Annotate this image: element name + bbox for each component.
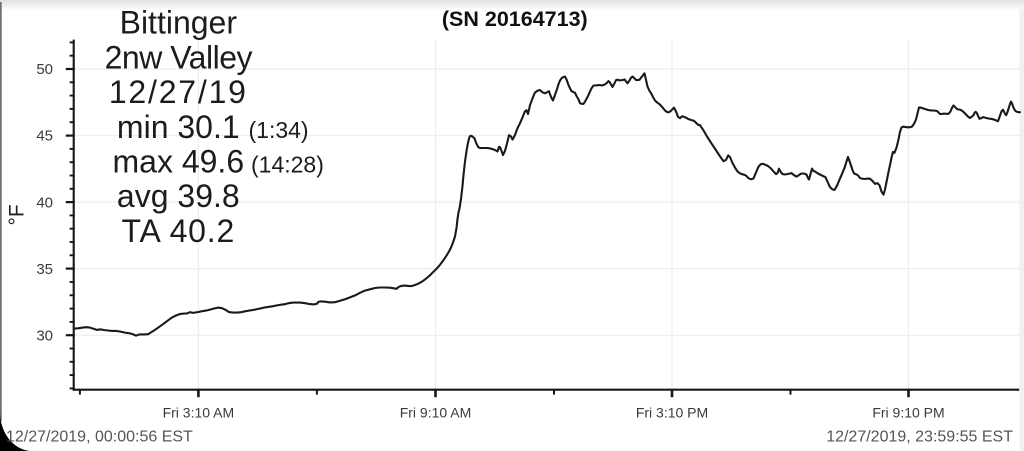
svg-text:12/27/2019, 23:59:55 EST: 12/27/2019, 23:59:55 EST [826, 428, 1013, 445]
svg-text:Fri 3:10 PM: Fri 3:10 PM [636, 405, 708, 421]
svg-text:min 30.1: min 30.1 [117, 109, 240, 145]
svg-text:30: 30 [36, 328, 53, 345]
svg-text:Bittinger: Bittinger [120, 5, 238, 41]
svg-text:45: 45 [36, 128, 53, 145]
svg-text:Fri 9:10 AM: Fri 9:10 AM [400, 405, 472, 421]
svg-text:50: 50 [36, 61, 53, 78]
svg-text:Fri 3:10 AM: Fri 3:10 AM [163, 405, 235, 421]
svg-text:Fri 9:10 PM: Fri 9:10 PM [872, 405, 944, 421]
svg-text:35: 35 [36, 261, 53, 278]
svg-text:12/27/2019, 00:00:56 EST: 12/27/2019, 00:00:56 EST [6, 428, 193, 445]
svg-text:avg 39.8: avg 39.8 [117, 178, 240, 214]
svg-text:(1:34): (1:34) [249, 117, 309, 143]
svg-text:°F: °F [6, 204, 29, 225]
svg-text:12/27/19: 12/27/19 [109, 74, 248, 110]
svg-text:max 49.6: max 49.6 [112, 144, 244, 180]
svg-text:(SN 20164713): (SN 20164713) [442, 7, 588, 31]
svg-text:TA 40.2: TA 40.2 [122, 213, 236, 249]
svg-text:(14:28): (14:28) [251, 152, 324, 178]
svg-text:2nw Valley: 2nw Valley [105, 39, 253, 75]
svg-text:40: 40 [36, 194, 53, 211]
